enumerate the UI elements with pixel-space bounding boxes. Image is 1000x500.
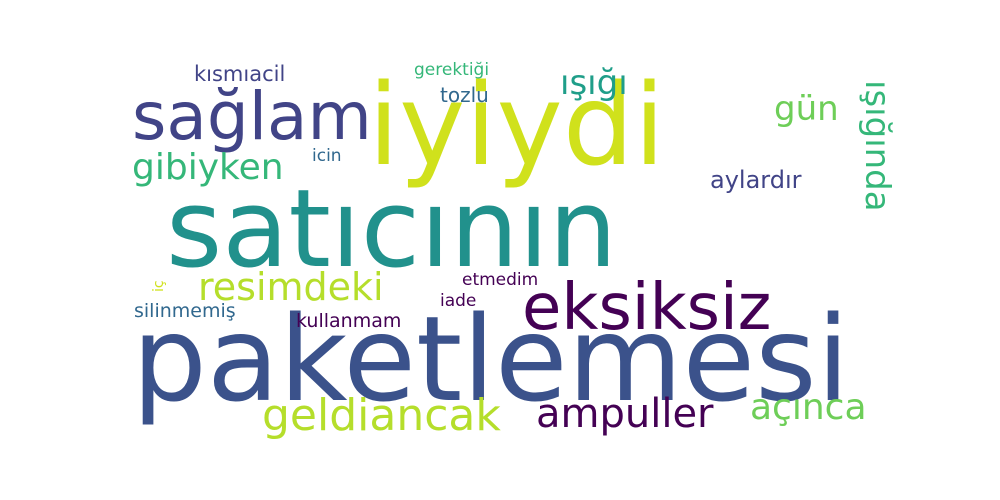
word-iyiydi: iyiydi <box>368 61 666 191</box>
word-resimdeki: resimdeki <box>198 265 384 309</box>
word-saticinin: satıcının <box>166 167 618 292</box>
word-geldiancak: geldiancak <box>262 390 501 441</box>
word-acinca: açınca <box>750 387 867 428</box>
word-gun: gün <box>774 89 839 129</box>
word-iade: iade <box>440 291 477 311</box>
word-gibiyken: gibiyken <box>132 147 284 188</box>
word-paketlemesi: paketlemesi <box>132 290 850 428</box>
word-saglam: sağlam <box>132 78 372 155</box>
word-isigi: ışığı <box>560 63 628 103</box>
word-silinmemis: silinmemiş <box>134 300 236 322</box>
word-aylardir: aylardır <box>710 166 802 194</box>
word-icin: icin <box>312 146 342 166</box>
word-tozlu: tozlu <box>440 83 489 107</box>
word-kismiacil: kısmıacil <box>194 62 286 86</box>
word-isiginda: ışığında <box>857 80 897 212</box>
word-ampuller: ampuller <box>536 391 714 437</box>
word-eksiksiz: eksiksiz <box>522 271 772 345</box>
word-etmedim: etmedim <box>462 270 539 290</box>
word-ic: iç <box>151 280 167 292</box>
word-kullanmam: kullanmam <box>296 310 402 332</box>
word-gerektigi: gerektiği <box>414 60 490 80</box>
